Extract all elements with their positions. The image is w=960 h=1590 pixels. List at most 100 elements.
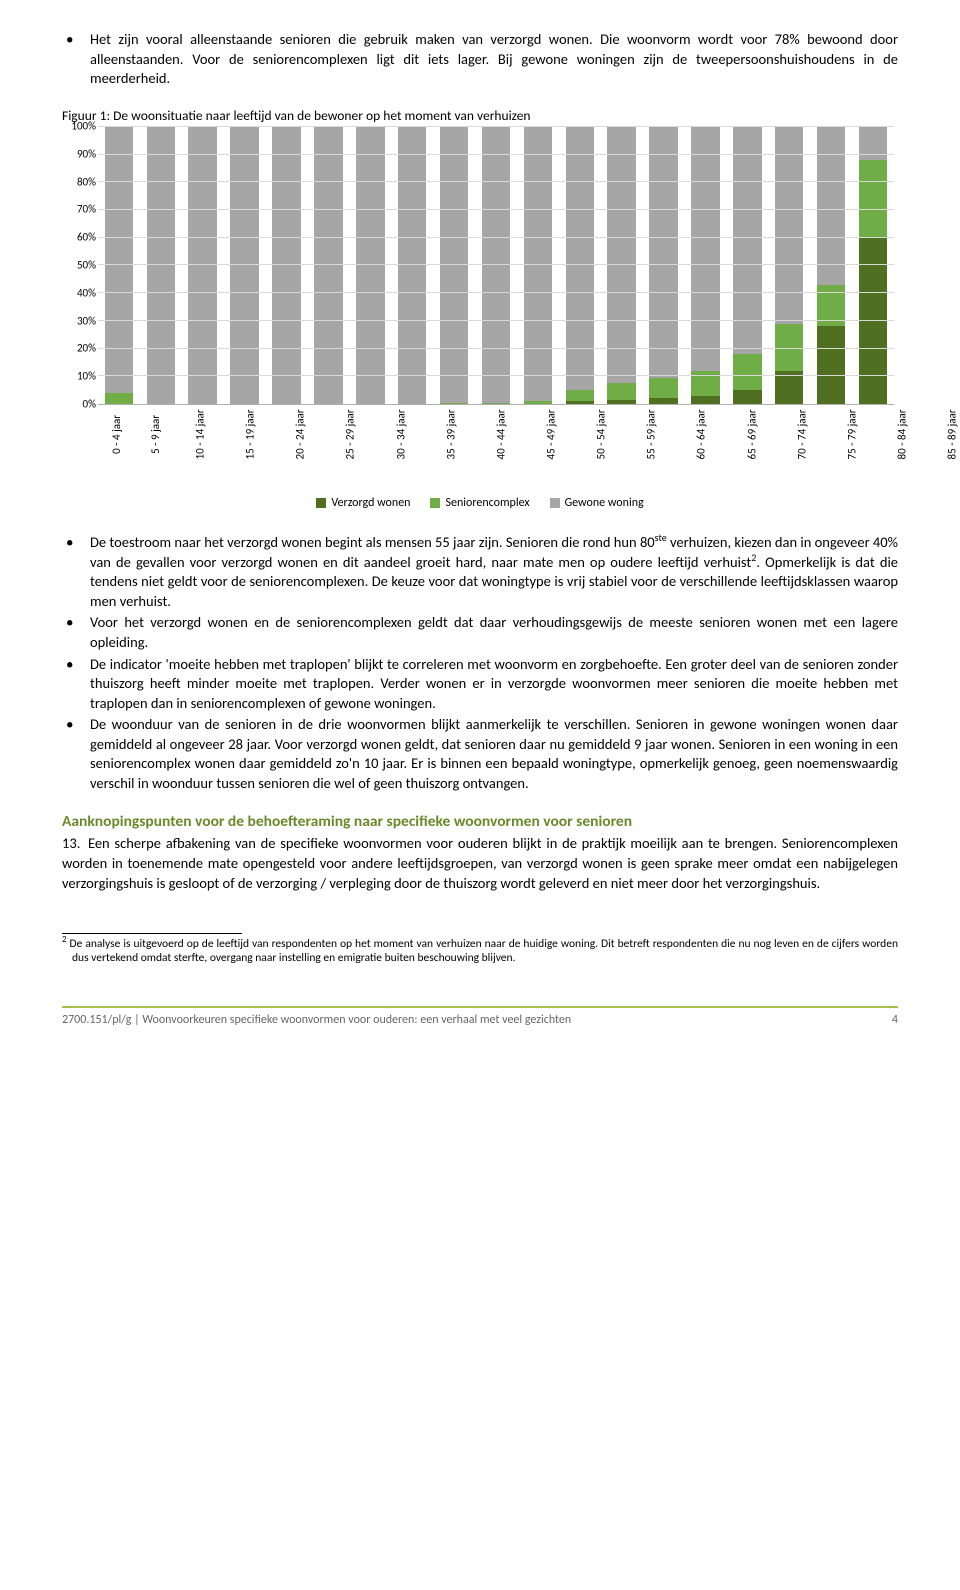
bar-segment-verzorgd xyxy=(733,390,761,404)
legend-label: Gewone woning xyxy=(565,495,644,511)
x-tick-label: 50 - 54 jaar xyxy=(595,409,610,459)
bar-segment-gewone xyxy=(314,127,342,404)
y-tick-label: 100% xyxy=(62,119,96,134)
bar-group xyxy=(182,127,224,404)
legend: Verzorgd wonen Seniorencomplex Gewone woni… xyxy=(62,495,898,513)
footnote: 2 De analyse is uitgevoerd op de leeftij… xyxy=(62,937,898,966)
x-tick-label: 45 - 49 jaar xyxy=(545,409,560,459)
bar-group xyxy=(349,127,391,404)
bar-group xyxy=(266,127,308,404)
legend-label: Seniorencomplex xyxy=(445,495,529,511)
bullet-item: De indicator 'moeite hebben met traplope… xyxy=(62,655,898,714)
bar-group xyxy=(684,127,726,404)
bar-segment-gewone xyxy=(649,127,677,378)
bullet-item: Het zijn vooral alleenstaande senioren d… xyxy=(62,30,898,89)
bullet-item: De toestroom naar het verzorgd wonen beg… xyxy=(62,533,898,611)
bar-segment-gewone xyxy=(356,127,384,404)
legend-item: Gewone woning xyxy=(550,495,644,511)
bar-segment-seniorencomplex xyxy=(482,403,510,404)
bar-group xyxy=(433,127,475,404)
x-tick-label: 10 - 14 jaar xyxy=(194,409,209,459)
bar-segment-gewone xyxy=(272,127,300,404)
chart: 0 - 4 jaar 5 - 9 jaar 10 - 14 jaar 15 - 19 … xyxy=(62,127,898,513)
bar-segment-verzorgd xyxy=(859,238,887,404)
bar-segment-gewone xyxy=(188,127,216,404)
x-tick-label: 85 - 89 jaar xyxy=(946,409,960,459)
bar-segment-gewone xyxy=(105,127,133,393)
y-tick-label: 70% xyxy=(62,203,96,218)
bar-group xyxy=(643,127,685,404)
bar-segment-seniorencomplex xyxy=(859,160,887,238)
x-tick-label: 70 - 74 jaar xyxy=(795,409,810,459)
footnote-text: De analyse is uitgevoerd op de leeftijd … xyxy=(70,937,898,965)
bar-segment-verzorgd xyxy=(607,400,635,404)
y-tick-label: 80% xyxy=(62,175,96,190)
para-13-text: Een scherpe afbakening van de specifieke… xyxy=(62,834,898,891)
bar-segment-seniorencomplex xyxy=(440,403,468,404)
bullet-item: Voor het verzorgd wonen en de seniorenco… xyxy=(62,613,898,652)
footer: 2700.151/pl/g | Woonvoorkeuren specifiek… xyxy=(62,1012,898,1028)
bullets-top: Het zijn vooral alleenstaande senioren d… xyxy=(62,30,898,89)
footnote-marker: 2 xyxy=(62,934,67,945)
bar-segment-gewone xyxy=(398,127,426,404)
y-tick-label: 0% xyxy=(62,397,96,412)
bar-segment-gewone xyxy=(566,127,594,390)
legend-label: Verzorgd wonen xyxy=(331,495,410,511)
legend-swatch xyxy=(430,498,440,508)
bar-segment-verzorgd xyxy=(566,401,594,404)
bar-group xyxy=(559,127,601,404)
legend-item: Verzorgd wonen xyxy=(316,495,410,511)
bar-segment-gewone xyxy=(775,127,803,324)
bar-segment-verzorgd xyxy=(817,326,845,404)
bar-group xyxy=(517,127,559,404)
bar-segment-seniorencomplex xyxy=(733,354,761,390)
bullet-item: De woonduur van de senioren in de drie w… xyxy=(62,715,898,793)
bar-group xyxy=(726,127,768,404)
y-tick-label: 90% xyxy=(62,147,96,162)
footer-right: 4 xyxy=(892,1012,898,1028)
y-tick-label: 10% xyxy=(62,370,96,385)
bar-segment-seniorencomplex xyxy=(105,393,133,404)
x-tick-label: 35 - 39 jaar xyxy=(444,409,459,459)
bullets-mid: De toestroom naar het verzorgd wonen beg… xyxy=(62,533,898,793)
x-tick-label: 60 - 64 jaar xyxy=(695,409,710,459)
para-13: 13.Een scherpe afbakening van de specifi… xyxy=(62,834,898,893)
y-tick-label: 30% xyxy=(62,314,96,329)
y-tick-label: 50% xyxy=(62,258,96,273)
y-tick-label: 40% xyxy=(62,286,96,301)
footer-rule xyxy=(62,1006,898,1008)
x-tick-label: 15 - 19 jaar xyxy=(244,409,259,459)
bar-group xyxy=(307,127,349,404)
para-number: 13. xyxy=(62,834,88,854)
bar-segment-gewone xyxy=(607,127,635,383)
plot-area xyxy=(98,127,894,405)
x-tick-label: 20 - 24 jaar xyxy=(294,409,309,459)
bar-group xyxy=(852,127,894,404)
bar-segment-gewone xyxy=(147,127,175,404)
bar-group xyxy=(768,127,810,404)
legend-swatch xyxy=(550,498,560,508)
bar-segment-seniorencomplex xyxy=(524,401,552,404)
legend-swatch xyxy=(316,498,326,508)
section-heading: Aanknopingspunten voor de behoefteraming… xyxy=(62,812,898,833)
x-tick-label: 25 - 29 jaar xyxy=(344,409,359,459)
bar-group xyxy=(98,127,140,404)
figure-caption: Figuur 1: De woonsituatie naar leeftijd … xyxy=(62,107,898,125)
x-tick-label: 30 - 34 jaar xyxy=(394,409,409,459)
bar-segment-verzorgd xyxy=(691,396,719,404)
bar-segment-gewone xyxy=(230,127,258,404)
x-tick-label: 75 - 79 jaar xyxy=(845,409,860,459)
y-tick-label: 60% xyxy=(62,231,96,246)
x-tick-label: 5 - 9 jaar xyxy=(149,415,164,454)
x-tick-label: 40 - 44 jaar xyxy=(494,409,509,459)
y-tick-label: 20% xyxy=(62,342,96,357)
bar-segment-gewone xyxy=(859,127,887,160)
x-tick-label: 0 - 4 jaar xyxy=(110,415,125,454)
legend-item: Seniorencomplex xyxy=(430,495,529,511)
bar-segment-seniorencomplex xyxy=(649,378,677,399)
footnote-rule xyxy=(62,933,242,934)
x-tick-label: 65 - 69 jaar xyxy=(745,409,760,459)
bar-group xyxy=(810,127,852,404)
bar-group xyxy=(475,127,517,404)
bar-segment-gewone xyxy=(817,127,845,285)
